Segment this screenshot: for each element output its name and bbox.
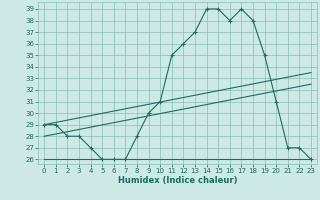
X-axis label: Humidex (Indice chaleur): Humidex (Indice chaleur) (118, 176, 237, 185)
